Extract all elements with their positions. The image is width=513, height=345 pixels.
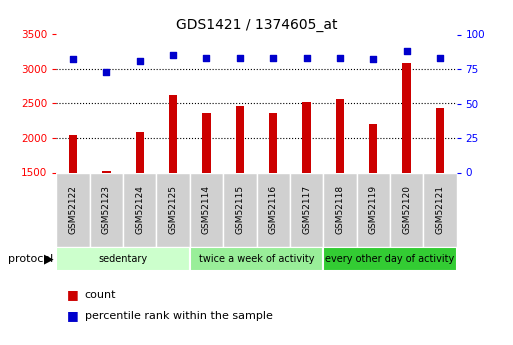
Text: GSM52118: GSM52118 bbox=[336, 185, 344, 234]
Point bbox=[69, 57, 77, 62]
Title: GDS1421 / 1374605_at: GDS1421 / 1374605_at bbox=[176, 18, 337, 32]
Text: GSM52115: GSM52115 bbox=[235, 185, 244, 234]
Bar bbox=[256, 172, 290, 247]
Bar bbox=[90, 172, 123, 247]
Text: GSM52117: GSM52117 bbox=[302, 185, 311, 234]
Bar bbox=[223, 172, 256, 247]
Bar bbox=[202, 113, 211, 172]
Bar bbox=[323, 172, 357, 247]
Text: sedentary: sedentary bbox=[98, 254, 148, 264]
Bar bbox=[269, 113, 278, 172]
Point bbox=[436, 55, 444, 61]
Bar bbox=[235, 106, 244, 172]
Bar bbox=[336, 99, 344, 172]
Bar bbox=[302, 102, 311, 172]
Bar bbox=[56, 172, 90, 247]
Point bbox=[135, 58, 144, 63]
Bar bbox=[156, 172, 190, 247]
Point bbox=[336, 55, 344, 61]
Point bbox=[369, 57, 377, 62]
Text: ■: ■ bbox=[67, 288, 78, 302]
Text: GSM52120: GSM52120 bbox=[402, 185, 411, 234]
Text: GSM52121: GSM52121 bbox=[436, 185, 444, 234]
Bar bbox=[69, 135, 77, 172]
Point bbox=[202, 55, 210, 61]
Text: every other day of activity: every other day of activity bbox=[325, 254, 455, 264]
Text: GSM52123: GSM52123 bbox=[102, 185, 111, 234]
Bar bbox=[402, 63, 411, 172]
Bar bbox=[357, 172, 390, 247]
Bar bbox=[390, 172, 423, 247]
Text: ■: ■ bbox=[67, 309, 78, 322]
Bar bbox=[56, 247, 190, 271]
Text: GSM52125: GSM52125 bbox=[169, 185, 177, 234]
Bar bbox=[290, 172, 323, 247]
Bar bbox=[135, 132, 144, 172]
Text: GSM52114: GSM52114 bbox=[202, 185, 211, 234]
Bar bbox=[123, 172, 156, 247]
Point bbox=[102, 69, 110, 75]
Bar bbox=[436, 108, 444, 172]
Bar bbox=[190, 172, 223, 247]
Text: count: count bbox=[85, 290, 116, 300]
Bar bbox=[323, 247, 457, 271]
Bar bbox=[169, 95, 177, 172]
Text: GSM52116: GSM52116 bbox=[269, 185, 278, 234]
Text: GSM52124: GSM52124 bbox=[135, 185, 144, 234]
Point bbox=[302, 55, 310, 61]
Bar bbox=[423, 172, 457, 247]
Bar bbox=[102, 171, 111, 172]
Point bbox=[235, 55, 244, 61]
Text: protocol: protocol bbox=[8, 254, 53, 264]
Bar bbox=[190, 247, 323, 271]
Text: ▶: ▶ bbox=[44, 252, 53, 265]
Text: GSM52122: GSM52122 bbox=[69, 185, 77, 234]
Text: twice a week of activity: twice a week of activity bbox=[199, 254, 314, 264]
Bar bbox=[369, 124, 378, 172]
Text: GSM52119: GSM52119 bbox=[369, 185, 378, 234]
Text: percentile rank within the sample: percentile rank within the sample bbox=[85, 311, 272, 321]
Point bbox=[269, 55, 277, 61]
Point bbox=[169, 52, 177, 58]
Point bbox=[402, 48, 410, 54]
